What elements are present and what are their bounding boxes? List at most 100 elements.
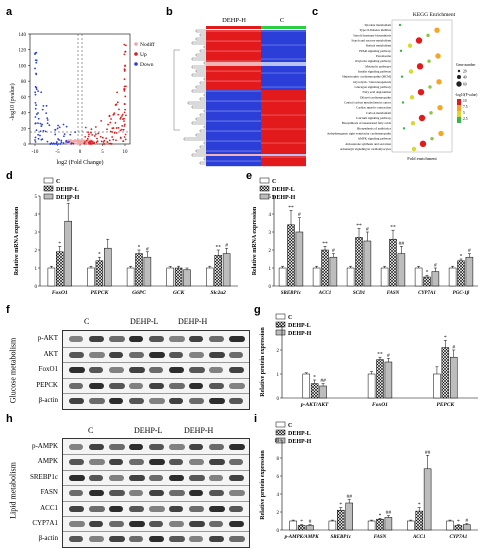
- significance-mark: #: [298, 212, 301, 218]
- bar: [321, 249, 329, 287]
- volcano-point: [114, 121, 117, 124]
- heatmap-cell: [206, 98, 261, 101]
- volcano-point: [124, 44, 127, 47]
- volcano-point: [112, 127, 115, 129]
- bar: [376, 359, 384, 399]
- legend-down-dot: [134, 62, 138, 66]
- volcano-point: [102, 141, 105, 143]
- heatmap-cell: [206, 130, 261, 133]
- heatmap-cell: [261, 136, 306, 139]
- kegg-pathway-label: Retinol metabolism: [366, 44, 392, 48]
- legend-swatch: [275, 421, 286, 428]
- heatmap-cell: [206, 162, 261, 165]
- heatmap-cell: [261, 138, 306, 141]
- heatmap-cell: [206, 106, 261, 109]
- kegg-point: [409, 95, 415, 100]
- volcano-point: [110, 118, 112, 120]
- bar: [463, 524, 471, 531]
- blot-band: [169, 505, 183, 512]
- heatmap-cell: [206, 78, 261, 81]
- significance-mark: #: [366, 227, 369, 233]
- significance-mark: *: [460, 254, 463, 260]
- legend-label: DEHP-L: [56, 187, 79, 193]
- blot-band: [69, 382, 83, 389]
- heatmap-cell: [261, 112, 306, 115]
- significance-mark: ##: [320, 378, 326, 384]
- heatmap-cell: [206, 60, 261, 63]
- heatmap-cell: [206, 94, 261, 97]
- volcano-point: [37, 133, 40, 136]
- kegg-pathway-label: Calcium signaling pathway: [356, 116, 391, 120]
- blot-band: [69, 521, 85, 527]
- kegg-legend-size-2: 40: [463, 76, 467, 80]
- heatmap-cell: [206, 32, 261, 35]
- blot-row-label: CYP7A1: [32, 519, 58, 527]
- y-tick-label: 2: [35, 249, 38, 254]
- volcano-point: [54, 128, 57, 131]
- dendrogram-branch: [191, 105, 206, 109]
- volcano-point: [63, 135, 65, 138]
- volcano-ytick-label: 60: [21, 96, 27, 101]
- heatmap-cell: [206, 36, 261, 39]
- significance-mark: #: [387, 353, 390, 359]
- blot-band: [169, 351, 183, 358]
- heatmap-cell: [206, 122, 261, 125]
- blot-band: [209, 490, 224, 497]
- bar-chart-g: C DEHP-L DEHP-H Relative protein expression…: [260, 313, 478, 408]
- y-tick-label: 1: [269, 267, 272, 272]
- blot-band: [189, 521, 205, 527]
- bar: [104, 247, 112, 287]
- blot-band: [129, 536, 143, 543]
- bar: [126, 267, 135, 287]
- x-tick-label: PEPCK: [91, 290, 109, 296]
- volcano-point: [35, 73, 38, 76]
- blot-band: [129, 351, 144, 358]
- bar: [297, 525, 306, 531]
- volcano-point: [34, 139, 36, 141]
- heatmap-cell: [261, 110, 306, 113]
- blot-band: [129, 474, 145, 481]
- dendrogram-branch: [199, 129, 206, 133]
- blot-band: [189, 444, 203, 450]
- blot-band: [109, 398, 123, 405]
- dendrogram-branch: [191, 57, 206, 61]
- heatmap-cell: [206, 46, 261, 49]
- dendrogram-branch: [203, 125, 206, 129]
- bar: [380, 267, 389, 287]
- volcano-point: [34, 107, 37, 110]
- bar: [407, 520, 415, 531]
- heatmap-cell: [261, 68, 306, 71]
- volcano-frame: [29, 33, 131, 145]
- bar: [287, 224, 295, 287]
- blot-band: [189, 459, 204, 466]
- blot-row-label: AMPK: [37, 457, 58, 466]
- heatmap-cell: [206, 120, 261, 123]
- heatmap-cell: [206, 50, 261, 53]
- heatmap-cell: [261, 152, 306, 155]
- heatmap-cell: [261, 106, 306, 109]
- volcano-point: [90, 128, 93, 131]
- heatmap-cell: [206, 44, 261, 47]
- blot-row: [63, 531, 249, 545]
- blot-row: [63, 485, 249, 499]
- volcano-point: [87, 135, 90, 138]
- volcano-point: [124, 95, 127, 98]
- legend-swatch: [275, 321, 286, 328]
- kegg-pathway-label: AMPK signaling pathway: [358, 137, 392, 141]
- blot-band: [149, 444, 164, 450]
- heatmap-cell: [261, 64, 306, 67]
- blot-band: [229, 351, 243, 358]
- blot-row: [63, 454, 249, 468]
- blot-row-label: p-AMPK: [31, 442, 58, 450]
- heatmap-cell: [261, 30, 306, 33]
- volcano-point: [35, 88, 38, 91]
- volcano-y-ticks: 0 20 40 60 80 100 120 140: [19, 33, 30, 148]
- volcano-point: [45, 112, 48, 115]
- significance-mark: *: [138, 245, 141, 251]
- heatmap-cell: [261, 116, 306, 119]
- blot-row: [63, 500, 249, 515]
- bar: [389, 238, 397, 287]
- blot-row: [63, 362, 249, 376]
- dendrogram-branch: [199, 145, 206, 149]
- heatmap-cell: [261, 122, 306, 125]
